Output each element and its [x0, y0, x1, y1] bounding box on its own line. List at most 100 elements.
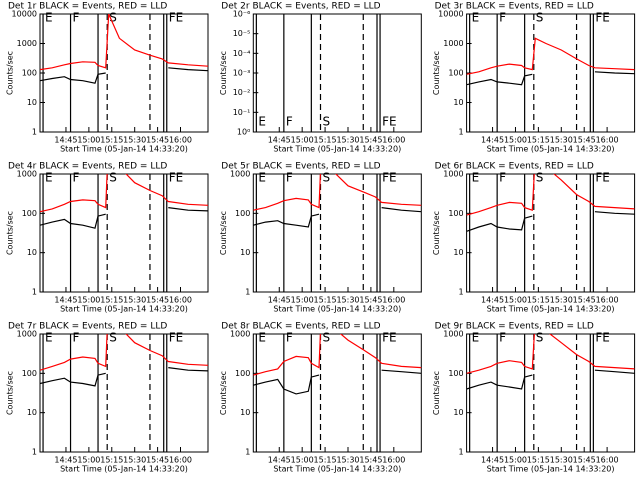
event-label: FE	[382, 115, 396, 129]
series-line	[253, 334, 422, 376]
x-tick-label: 16:00	[382, 136, 405, 145]
event-label: E	[45, 171, 53, 185]
y-tick-label: 10⁻³	[233, 69, 251, 78]
x-tick-label: 16:00	[382, 296, 405, 305]
x-tick-label: 15:15	[314, 296, 337, 305]
x-tick-label: 16:00	[596, 136, 619, 145]
x-tick-label: 16:00	[169, 136, 192, 145]
event-label: E	[258, 115, 266, 129]
y-tick-label: 100	[22, 369, 37, 378]
x-tick-label: 15:45	[359, 296, 382, 305]
plot-frame	[252, 333, 422, 453]
x-tick-label: 14:45	[481, 136, 504, 145]
x-axis-label: Start Time (05-Jan-14 14:33:20)	[487, 145, 615, 154]
x-tick-label: 16:00	[169, 456, 192, 465]
panel: Det 4r BLACK = Events, RED = LLD Start Ti…	[6, 162, 209, 314]
x-tick-label: 15:45	[146, 456, 169, 465]
y-tick-label: 1	[245, 448, 250, 457]
y-tick-label: 10	[453, 98, 463, 107]
event-label: F	[73, 331, 80, 345]
x-tick-label: 15:30	[336, 456, 359, 465]
event-label: FE	[382, 171, 396, 185]
panel: Det 6r BLACK = Events, RED = LLD Start Ti…	[432, 162, 636, 314]
x-tick-label: 15:15	[314, 136, 337, 145]
y-tick-label: 1	[32, 288, 37, 297]
event-label: FE	[169, 331, 183, 345]
y-tick-label: 10⁻⁴	[233, 49, 251, 58]
y-tick-label: 100	[22, 209, 37, 218]
x-axis-label: Start Time (05-Jan-14 14:33:20)	[487, 465, 615, 474]
x-tick-label: 16:00	[169, 296, 192, 305]
series-line	[40, 334, 208, 371]
event-label: S	[109, 11, 117, 25]
event-label: FE	[169, 11, 183, 25]
x-tick-label: 15:00	[77, 136, 100, 145]
y-tick-label: 100	[448, 69, 463, 78]
plot-frame	[39, 333, 209, 453]
event-label: F	[286, 331, 293, 345]
chart-title: Det 8r BLACK = Events, RED = LLD	[221, 322, 380, 332]
panel: Det 1r BLACK = Events, RED = LLD Start Ti…	[6, 2, 209, 154]
y-tick-label: 10000	[12, 10, 37, 19]
y-tick-label: 1000	[17, 39, 37, 48]
series-line	[466, 71, 635, 86]
x-tick-label: 15:00	[291, 296, 314, 305]
y-axis-label: Counts/sec	[432, 51, 441, 95]
event-label: FE	[595, 331, 609, 345]
chart-title: Det 6r BLACK = Events, RED = LLD	[435, 162, 594, 172]
y-tick-label: 10	[27, 248, 37, 257]
y-axis-label: Counts/sec	[6, 211, 15, 255]
y-tick-label: 10	[27, 408, 37, 417]
x-tick-label: 14:45	[268, 136, 291, 145]
y-tick-label: 1000	[443, 170, 463, 179]
x-tick-label: 16:00	[596, 456, 619, 465]
x-tick-label: 15:00	[77, 296, 100, 305]
y-tick-label: 1	[32, 448, 37, 457]
x-tick-label: 15:00	[504, 296, 527, 305]
chart-title: Det 5r BLACK = Events, RED = LLD	[221, 162, 380, 172]
event-label: E	[45, 331, 53, 345]
x-tick-label: 15:30	[123, 296, 146, 305]
event-label: F	[286, 115, 293, 129]
y-tick-label: 10⁻⁵	[233, 29, 251, 38]
y-tick-label: 1000	[17, 330, 37, 339]
plot-frame	[39, 173, 209, 293]
event-label: E	[45, 11, 53, 25]
series-line	[40, 67, 208, 84]
x-tick-label: 15:30	[550, 296, 573, 305]
plot-frame	[466, 333, 636, 453]
y-tick-label: 100	[235, 369, 250, 378]
panel: Det 5r BLACK = Events, RED = LLD Start Ti…	[219, 162, 422, 314]
y-tick-label: 100	[448, 209, 463, 218]
event-label: E	[472, 331, 480, 345]
x-tick-label: 15:15	[527, 456, 550, 465]
series-line	[466, 334, 635, 374]
event-label: F	[499, 171, 506, 185]
event-label: F	[73, 11, 80, 25]
x-axis-label: Start Time (05-Jan-14 14:33:20)	[60, 145, 188, 154]
y-axis-label: Counts/sec	[432, 371, 441, 415]
y-axis-label: Counts/sec	[6, 51, 15, 95]
x-tick-label: 15:45	[146, 136, 169, 145]
series-line	[466, 174, 635, 216]
y-tick-label: 1000	[230, 170, 250, 179]
event-label: E	[258, 171, 266, 185]
event-label: F	[499, 11, 506, 25]
event-label: FE	[382, 331, 396, 345]
y-tick-label: 10⁻²	[233, 88, 251, 97]
y-tick-label: 100	[235, 209, 250, 218]
plot-frame	[39, 13, 209, 133]
series-line	[253, 369, 422, 395]
y-tick-label: 100	[448, 369, 463, 378]
plot-frame	[252, 173, 422, 293]
x-tick-label: 15:30	[336, 136, 359, 145]
series-line	[466, 37, 635, 75]
event-label: F	[499, 331, 506, 345]
y-tick-label: 10	[453, 408, 463, 417]
x-tick-label: 15:15	[314, 456, 337, 465]
chart-title: Det 9r BLACK = Events, RED = LLD	[435, 322, 594, 332]
y-tick-label: 10	[240, 408, 250, 417]
series-line	[40, 367, 208, 387]
series-line	[466, 369, 635, 390]
